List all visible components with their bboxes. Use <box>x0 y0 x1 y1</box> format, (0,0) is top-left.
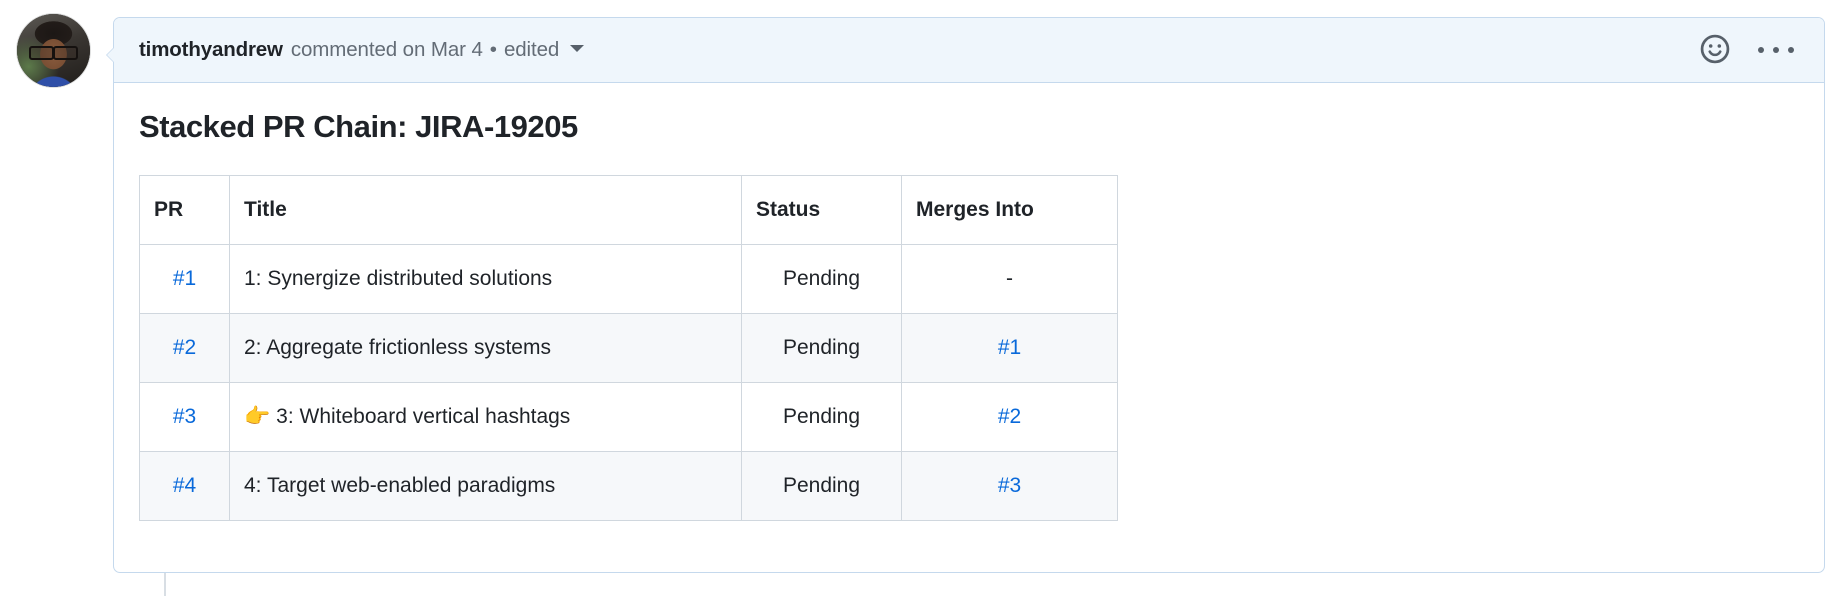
merges-into-link[interactable]: #3 <box>997 473 1022 497</box>
cell-status: Pending <box>741 381 902 452</box>
comment-meta: timothyandrew commented on Mar 4 • edite… <box>139 37 585 61</box>
cell-title: 👉 3: Whiteboard vertical hashtags <box>229 381 742 452</box>
comment-menu-button[interactable] <box>1757 46 1794 54</box>
pr-number-link[interactable]: #4 <box>172 473 197 497</box>
table-row: #4 4: Target web-enabled paradigms Pending… <box>139 450 1118 521</box>
column-header-status: Status <box>741 174 902 245</box>
comment-body: Stacked PR Chain: JIRA-19205 PR Title St… <box>114 83 1824 521</box>
pointing-right-emoji: 👉 <box>244 404 271 429</box>
column-header-title: Title <box>229 174 742 245</box>
page-title: Stacked PR Chain: JIRA-19205 <box>139 109 578 144</box>
pr-title-text: 3: Whiteboard vertical hashtags <box>276 405 571 429</box>
column-header-merges-into: Merges Into <box>901 174 1118 245</box>
pr-number-link[interactable]: #3 <box>172 404 197 428</box>
cell-title: 2: Aggregate frictionless systems <box>229 312 742 383</box>
pr-chain-table: PR Title Status Merges Into #1 1: Synergi… <box>139 174 1118 521</box>
glasses-icon <box>29 46 78 61</box>
cell-pr: #1 <box>139 243 230 314</box>
cell-pr: #3 <box>139 381 230 452</box>
pr-number-link[interactable]: #1 <box>172 266 197 290</box>
table-row: #2 2: Aggregate frictionless systems Pendi… <box>139 312 1118 383</box>
comment-author[interactable]: timothyandrew <box>139 37 283 61</box>
merges-into-link[interactable]: #2 <box>997 404 1022 428</box>
table-body: #1 1: Synergize distributed solutions Pend… <box>139 243 1118 521</box>
table-head: PR Title Status Merges Into <box>139 174 1118 245</box>
cell-merges-into: #2 <box>901 381 1118 452</box>
edited-label[interactable]: edited <box>503 37 560 61</box>
cell-merges-into: #3 <box>901 450 1118 521</box>
table-row: #1 1: Synergize distributed solutions Pend… <box>139 243 1118 314</box>
table-header-row: PR Title Status Merges Into <box>139 174 1118 245</box>
smiley-icon <box>1700 34 1730 67</box>
meta-separator: • <box>489 37 497 61</box>
timeline-connector <box>164 573 166 596</box>
cell-merges-into: - <box>901 243 1118 314</box>
pr-number-link[interactable]: #2 <box>172 335 197 359</box>
cell-status: Pending <box>741 312 902 383</box>
pr-title-text: 2: Aggregate frictionless systems <box>244 335 551 359</box>
avatar[interactable] <box>17 14 90 87</box>
cell-merges-into: #1 <box>901 312 1118 383</box>
cell-pr: #2 <box>139 312 230 383</box>
cell-status: Pending <box>741 450 902 521</box>
pr-title-text: 4: Target web-enabled paradigms <box>244 473 556 497</box>
pr-title-text: 1: Synergize distributed solutions <box>244 266 553 290</box>
column-header-pr: PR <box>139 174 230 245</box>
chevron-down-icon[interactable] <box>570 44 585 52</box>
comment-header: timothyandrew commented on Mar 4 • edite… <box>114 18 1824 83</box>
comment-timestamp: commented on Mar 4 <box>290 37 483 61</box>
comment-bubble-arrow <box>105 46 115 64</box>
cell-pr: #4 <box>139 450 230 521</box>
cell-status: Pending <box>741 243 902 314</box>
add-reaction-button[interactable] <box>1700 34 1730 67</box>
comment-card: timothyandrew commented on Mar 4 • edite… <box>106 17 1825 573</box>
merges-into-link[interactable]: #1 <box>997 335 1022 359</box>
comment-actions <box>1700 34 1809 67</box>
avatar-photo <box>17 14 90 87</box>
cell-title: 1: Synergize distributed solutions <box>229 243 742 314</box>
cell-title: 4: Target web-enabled paradigms <box>229 450 742 521</box>
table-row: #3 👉 3: Whiteboard vertical hashtags Pendin… <box>139 381 1118 452</box>
merges-into-text: - <box>1006 266 1013 290</box>
kebab-horizontal-icon <box>1757 46 1794 54</box>
